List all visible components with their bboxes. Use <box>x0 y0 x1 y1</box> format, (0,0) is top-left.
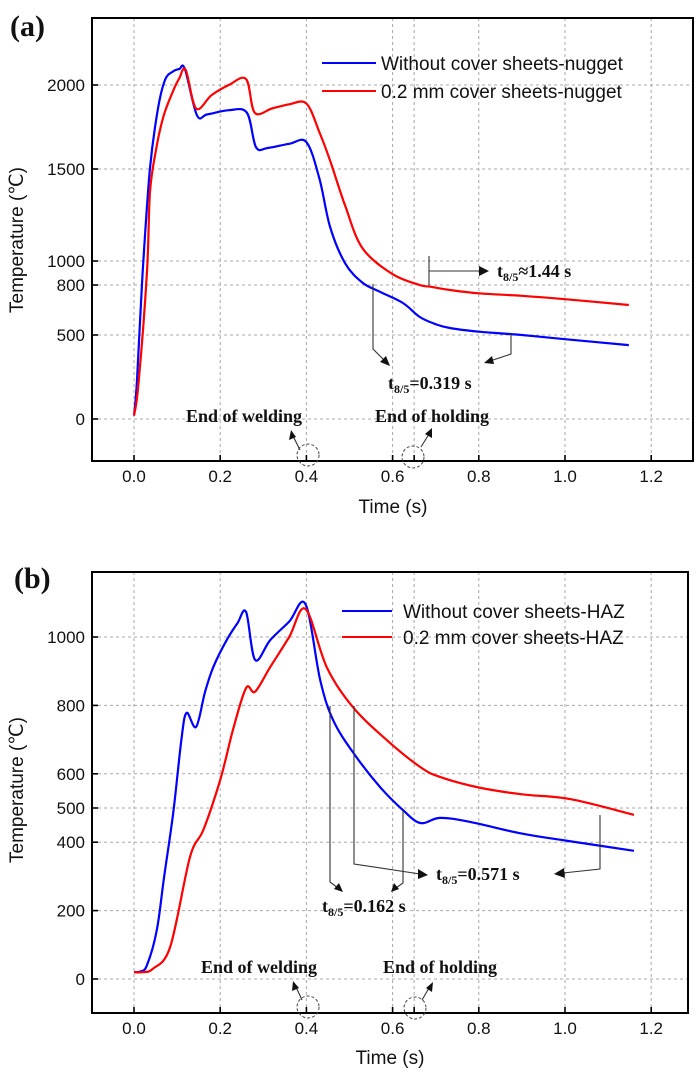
panel-b-y-tick-label: 400 <box>57 833 85 852</box>
panel-b-series-lines <box>133 600 635 974</box>
panel-b-gridlines <box>92 572 688 1013</box>
panel-b-t85-red-leader-left <box>353 706 421 875</box>
panel-a-y-tick-label: 2000 <box>47 76 85 95</box>
panel-a-y-tick-label: 500 <box>57 326 85 345</box>
panel-a-series-red-line <box>132 67 629 416</box>
panel-a-t85-blue-leader-left <box>372 284 387 363</box>
panel-b-t85-red-arrowhead-right <box>554 868 565 878</box>
panel-a-end-welding-arrowhead <box>289 430 296 440</box>
panel-b-chart: 0.0 0.2 0.4 0.6 0.8 1.0 1.2 0 200 400 500 600 800 100… <box>7 562 689 1069</box>
panel-a-series-lines <box>132 64 629 416</box>
panel-b-x-tick-label: 0.8 <box>467 1019 491 1038</box>
panel-a-y-tick-label: 0 <box>76 410 85 429</box>
panel-b-end-welding-leader <box>295 986 303 1001</box>
panel-b-y-tick-label: 500 <box>57 799 85 818</box>
panel-a-end-of-welding-label: End of welding <box>186 406 302 426</box>
panel-b-t85-red-leader-right <box>562 815 601 874</box>
panel-b-y-tick-label: 600 <box>57 765 85 784</box>
panel-b-legend-label-red: 0.2 mm cover sheets-HAZ <box>403 628 624 649</box>
panel-b-y-tick-label: 1000 <box>47 628 85 647</box>
panel-a-gridlines <box>92 18 693 461</box>
panel-b-series-blue-line <box>133 600 635 974</box>
panel-a-t85-blue-arrowhead-right <box>484 356 494 364</box>
panel-a-series-blue-line <box>132 64 629 416</box>
panel-a-t85-red-arrowhead <box>479 266 489 276</box>
panel-b-end-welding-arrowhead <box>292 981 299 991</box>
panel-a-x-tick-label: 0.2 <box>208 467 232 486</box>
panel-a-y-tick-label: 1500 <box>47 160 85 179</box>
panel-a-y-tick-label: 800 <box>57 276 85 295</box>
panel-b-y-tick-label: 200 <box>57 902 85 921</box>
panel-b-x-tick-label: 0.6 <box>381 1019 405 1038</box>
panel-b-t85-blue-label: t8/5=0.162 s <box>322 896 406 919</box>
panel-b-y-tick-label: 800 <box>57 696 85 715</box>
panel-a-label: (a) <box>10 10 45 43</box>
panel-b-end-holding-leader <box>421 987 430 1001</box>
panel-a-end-welding-marker <box>296 443 320 467</box>
panel-b-t85-blue-arrowhead-left <box>334 883 343 892</box>
panel-b-t85-blue-leader-right <box>395 810 404 889</box>
panel-b-end-holding-arrowhead <box>426 982 433 992</box>
panel-a-x-tick-label: 1.2 <box>639 467 663 486</box>
panel-a-t85-blue-arrowhead-left <box>380 356 390 366</box>
panel-b-x-tick-label: 0.4 <box>295 1019 319 1038</box>
panel-a-x-tick-label: 0.8 <box>467 467 491 486</box>
panel-b-end-of-holding-label: End of holding <box>383 957 497 977</box>
panel-b-series-red-line <box>133 607 635 974</box>
panel-b-t85-red-label: t8/5=0.571 s <box>436 864 520 887</box>
panel-b-legend-label-blue: Without cover sheets-HAZ <box>403 602 625 623</box>
panel-b-y-axis-title: Temperature (℃) <box>7 717 28 863</box>
panel-a-x-axis-title: Time (s) <box>359 497 428 518</box>
panel-b-x-tick-label: 1.0 <box>553 1019 577 1038</box>
panel-a-end-holding-leader <box>420 433 430 448</box>
panel-a-t85-blue-label: t8/5=0.319 s <box>388 373 472 396</box>
panel-a-x-tick-label: 1.0 <box>553 467 577 486</box>
panel-b-x-tick-label: 0.2 <box>208 1019 232 1038</box>
panel-a-x-tick-label: 0.6 <box>381 467 405 486</box>
panel-b-end-welding-marker <box>296 995 320 1019</box>
panel-a-end-holding-marker <box>401 445 425 469</box>
panel-a-chart: 0.0 0.2 0.4 0.6 0.8 1.0 1.2 0 500 800 1000 1500 2000… <box>7 10 694 518</box>
panel-a-t85-blue-leader-right <box>489 334 512 362</box>
panel-a-t85-red-bracket <box>428 256 482 285</box>
panel-a-y-axis-title: Temperature (℃) <box>7 167 28 313</box>
panel-b-end-of-welding-label: End of welding <box>201 957 317 977</box>
panel-b-t85-red-arrowhead-left <box>418 869 428 879</box>
panel-b-plot-frame <box>91 571 689 1014</box>
panel-b-x-tick-label: 1.2 <box>639 1019 663 1038</box>
panel-b-end-holding-marker <box>403 996 427 1020</box>
panel-b-label: (b) <box>14 562 51 595</box>
panel-b-x-axis-title: Time (s) <box>356 1048 425 1069</box>
panel-a-x-tick-label: 0.0 <box>122 467 146 486</box>
panel-a-end-welding-leader <box>292 435 301 451</box>
panel-a-legend-label-blue: Without cover sheets-nugget <box>381 54 624 75</box>
panel-b-axis-ticks: 0.0 0.2 0.4 0.6 0.8 1.0 1.2 0 200 400 500 600 800 100… <box>47 628 663 1038</box>
panel-b-y-tick-label: 0 <box>76 970 85 989</box>
panel-a-y-tick-label: 1000 <box>47 252 85 271</box>
panel-a-end-holding-arrowhead <box>425 428 432 438</box>
panel-b-x-tick-label: 0.0 <box>122 1019 146 1038</box>
panel-a-t85-red-label: t8/5≈1.44 s <box>497 261 571 284</box>
panel-a-plot-frame <box>91 17 694 462</box>
panel-a-legend-label-red: 0.2 mm cover sheets-nugget <box>381 82 623 103</box>
panel-a-x-tick-label: 0.4 <box>295 467 319 486</box>
panel-a-axis-ticks: 0.0 0.2 0.4 0.6 0.8 1.0 1.2 0 500 800 1000 1500 2000 <box>47 76 663 486</box>
panel-b-t85-blue-arrowhead-right <box>391 883 399 892</box>
panel-b-t85-blue-leader-left <box>329 706 339 889</box>
panel-a-end-of-holding-label: End of holding <box>375 406 489 426</box>
